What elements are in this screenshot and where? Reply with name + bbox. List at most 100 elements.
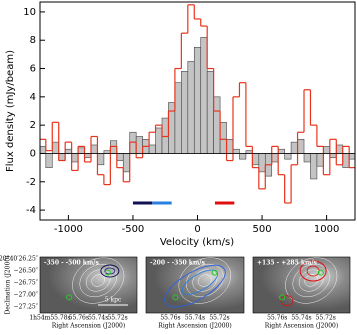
- contour: [186, 263, 224, 298]
- bar: [252, 153, 260, 166]
- image: [145, 256, 245, 314]
- y-axis-label: Flux density (mJy/beam): [5, 50, 16, 172]
- panel-label: -200 - -350 km/s: [150, 260, 205, 267]
- bar: [213, 96, 221, 154]
- panel-label: -350 - -500 km/s: [44, 260, 99, 267]
- x-tick-label: -1000: [54, 224, 83, 235]
- bar: [45, 153, 53, 168]
- x-tick-label: -500: [122, 224, 145, 235]
- bar: [71, 153, 79, 163]
- bar: [51, 141, 60, 154]
- bar: [310, 153, 318, 180]
- bar: [90, 144, 98, 154]
- x-tick-label: 0: [194, 224, 200, 235]
- bar: [200, 37, 208, 154]
- y-tick-label: -4: [26, 205, 36, 216]
- contour: [298, 269, 324, 292]
- ra-tick-label: 55.72s: [316, 315, 336, 322]
- panel-label: +135 - +285 km/s: [257, 260, 318, 267]
- bar: [77, 147, 85, 154]
- bar: [97, 153, 105, 166]
- x-tick-label: 500: [253, 224, 272, 235]
- bar: [103, 150, 111, 154]
- marker: [172, 294, 179, 301]
- bar: [303, 153, 311, 163]
- ra-tick-label: 55.76s: [267, 315, 287, 322]
- bar: [193, 46, 202, 154]
- dec-tick-label: −26.50″: [14, 268, 39, 275]
- contour: [285, 257, 338, 304]
- contour: [178, 257, 232, 304]
- x-axis-label: Velocity (km/s): [160, 237, 234, 248]
- red-contour: [280, 295, 294, 307]
- dec-tick-label: −26.75″: [14, 280, 39, 287]
- ra-label: Right Ascension (J2000): [158, 323, 231, 330]
- bar: [271, 153, 279, 163]
- red-contour: [299, 260, 327, 282]
- x-tick-label: 1000: [314, 224, 339, 235]
- bar: [258, 153, 266, 173]
- bar: [168, 102, 176, 154]
- ra-tick-label: 1h54m55.78s: [29, 315, 70, 322]
- ra-tick-label: 55.72s: [209, 315, 229, 322]
- y-tick-label: 4: [30, 92, 36, 103]
- bar: [342, 153, 350, 168]
- y-tick-label: -2: [26, 177, 36, 188]
- bar: [277, 148, 285, 154]
- bar: [219, 122, 227, 154]
- marker: [104, 269, 111, 276]
- dec-tick-label: −27.00″: [14, 292, 39, 299]
- y-tick-label: 10: [23, 7, 36, 18]
- marker: [279, 294, 286, 301]
- ra-label: Right Ascension (J2000): [52, 323, 125, 330]
- y-tick-label: 8: [30, 35, 36, 46]
- bar: [116, 153, 124, 161]
- bar: [206, 71, 214, 154]
- bar: [329, 153, 337, 159]
- contour: [198, 274, 212, 287]
- bar: [284, 153, 292, 160]
- ra-tick-label: 55.76s: [69, 315, 89, 322]
- bar: [135, 136, 143, 154]
- bar: [297, 139, 305, 154]
- bar: [187, 61, 195, 154]
- bar: [181, 71, 189, 154]
- bar: [129, 131, 137, 154]
- bar: [239, 153, 247, 160]
- ra-label: Right Ascension (J2000): [265, 323, 338, 330]
- contour: [292, 264, 330, 298]
- blue-contour: [164, 264, 226, 308]
- contour: [192, 269, 218, 292]
- dec-tick-label: −20°40′26.25″: [0, 256, 39, 263]
- bar: [161, 117, 169, 154]
- ra-tick-label: 55.76s: [160, 315, 180, 322]
- contour: [304, 274, 318, 287]
- contour: [72, 257, 125, 304]
- ra-tick-label: 55.74s: [88, 315, 108, 322]
- bar: [155, 127, 163, 154]
- bar: [245, 150, 253, 154]
- plot-area: [40, 4, 355, 205]
- bar: [110, 140, 118, 154]
- dec-tick-label: −27.25″: [14, 304, 39, 311]
- marker: [66, 294, 73, 301]
- blue-contour: [100, 264, 120, 278]
- bar: [122, 153, 131, 173]
- ra-tick-label: 55.74s: [185, 315, 205, 322]
- bar: [232, 148, 240, 154]
- image: [39, 256, 138, 314]
- dec-label: Declination (J2000): [5, 255, 12, 314]
- ra-tick-label: 55.74s: [291, 315, 311, 322]
- y-tick-label: 6: [30, 64, 36, 75]
- bar: [290, 141, 298, 154]
- ra-tick-label: 55.72s: [107, 315, 127, 322]
- y-tick-label: 2: [30, 120, 36, 131]
- bar: [84, 153, 92, 159]
- bar: [316, 153, 324, 167]
- bar: [148, 144, 156, 154]
- bar: [226, 139, 234, 154]
- bar: [58, 153, 66, 161]
- bar: [323, 146, 331, 154]
- scale-label: 5 kpc: [105, 297, 122, 304]
